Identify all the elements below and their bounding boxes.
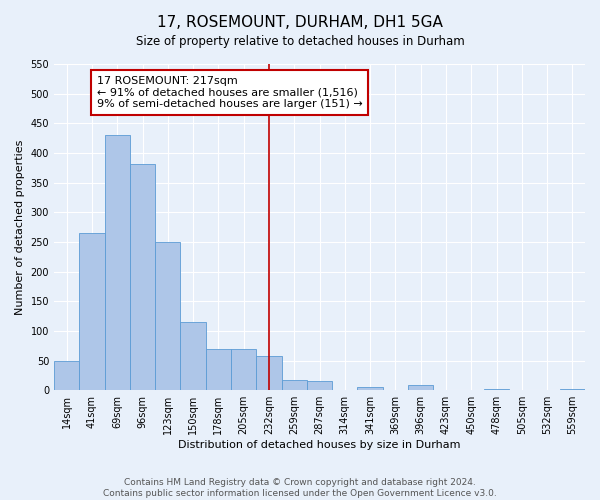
Text: Contains HM Land Registry data © Crown copyright and database right 2024.
Contai: Contains HM Land Registry data © Crown c… xyxy=(103,478,497,498)
Bar xyxy=(231,348,256,390)
Bar xyxy=(408,386,433,390)
Bar xyxy=(130,164,155,390)
Bar xyxy=(560,389,585,390)
Bar xyxy=(484,389,509,390)
Text: Size of property relative to detached houses in Durham: Size of property relative to detached ho… xyxy=(136,35,464,48)
Bar xyxy=(54,360,79,390)
Bar xyxy=(206,348,231,390)
Bar xyxy=(155,242,181,390)
Bar xyxy=(256,356,281,390)
Bar xyxy=(79,233,104,390)
Bar xyxy=(307,382,332,390)
Text: 17, ROSEMOUNT, DURHAM, DH1 5GA: 17, ROSEMOUNT, DURHAM, DH1 5GA xyxy=(157,15,443,30)
Bar xyxy=(281,380,307,390)
Text: 17 ROSEMOUNT: 217sqm
← 91% of detached houses are smaller (1,516)
9% of semi-det: 17 ROSEMOUNT: 217sqm ← 91% of detached h… xyxy=(97,76,363,109)
X-axis label: Distribution of detached houses by size in Durham: Distribution of detached houses by size … xyxy=(178,440,461,450)
Bar xyxy=(104,135,130,390)
Y-axis label: Number of detached properties: Number of detached properties xyxy=(15,140,25,315)
Bar xyxy=(358,386,383,390)
Bar xyxy=(181,322,206,390)
